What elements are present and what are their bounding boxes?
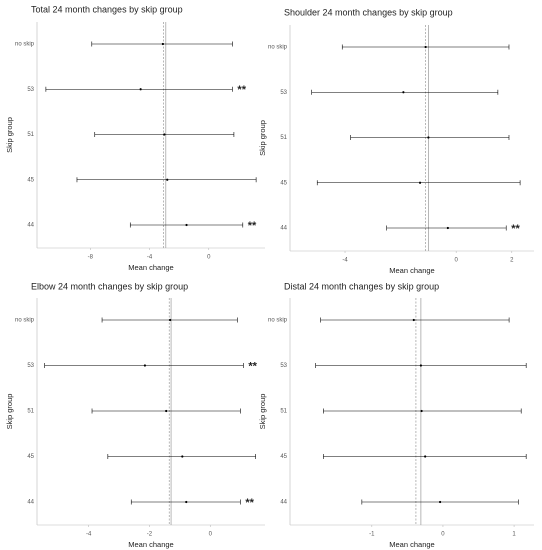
mean-point [143, 364, 147, 367]
y-tick-label: 45 [280, 454, 287, 460]
mean-point [181, 455, 184, 458]
x-tick-label: -2 [147, 532, 153, 538]
x-tick-label: 0 [441, 532, 445, 538]
y-tick-label: 51 [280, 135, 287, 141]
mean-point [424, 45, 427, 49]
y-tick-label: 51 [280, 409, 287, 415]
x-tick-label: -4 [86, 532, 92, 538]
panel-title: Shoulder 24 month changes by skip group [284, 7, 453, 17]
y-tick-label: 44 [280, 226, 287, 232]
mean-point [402, 91, 405, 94]
mean-point [161, 42, 164, 46]
mean-point [438, 500, 442, 504]
y-tick-label: no skip [268, 318, 288, 324]
x-tick-label: 2 [510, 258, 514, 264]
panel-title: Elbow 24 month changes by skip group [31, 281, 188, 291]
y-tick-label: 45 [27, 177, 34, 183]
x-tick-label: 0 [455, 258, 459, 264]
x-tick-label: -8 [88, 255, 94, 261]
mean-point [165, 409, 168, 413]
mean-point [139, 88, 142, 91]
mean-point [446, 226, 449, 230]
significance-marker: ** [237, 84, 246, 96]
mean-point [412, 318, 415, 322]
y-tick-label: 53 [27, 87, 34, 93]
mean-point [163, 133, 166, 136]
y-tick-label: 53 [280, 90, 287, 96]
y-axis-label: Skip group [5, 394, 14, 430]
x-tick-label: -1 [369, 532, 375, 538]
y-tick-label: no skip [268, 45, 288, 51]
x-tick-label: 0 [209, 532, 213, 538]
y-tick-label: 53 [27, 363, 34, 369]
x-axis-label: Mean change [389, 540, 434, 549]
significance-marker: ** [511, 223, 520, 235]
y-axis-label: Skip group [258, 120, 267, 156]
mean-point [185, 500, 188, 504]
y-tick-label: no skip [15, 42, 35, 48]
mean-point [166, 178, 169, 181]
mean-point [185, 223, 188, 227]
x-tick-label: -4 [147, 255, 153, 261]
x-axis-label: Mean change [389, 266, 434, 275]
y-tick-label: 44 [27, 500, 34, 506]
x-axis-label: Mean change [128, 263, 173, 272]
y-tick-label: 44 [280, 500, 287, 506]
panel-title: Total 24 month changes by skip group [31, 4, 183, 14]
mean-point [419, 364, 422, 367]
mean-point [427, 136, 430, 139]
x-tick-label: 1 [512, 532, 516, 538]
panel-title: Distal 24 month changes by skip group [284, 281, 439, 291]
y-tick-label: 45 [280, 180, 287, 186]
y-tick-label: no skip [15, 318, 35, 324]
mean-point [420, 409, 423, 413]
significance-marker: ** [248, 360, 257, 372]
x-tick-label: -4 [342, 258, 348, 264]
y-tick-label: 53 [280, 363, 287, 369]
mean-point [418, 181, 422, 184]
y-tick-label: 44 [27, 223, 34, 229]
x-axis-label: Mean change [128, 540, 173, 549]
y-axis-label: Skip group [258, 394, 267, 430]
mean-point [169, 318, 172, 322]
mean-point [424, 455, 427, 458]
y-tick-label: 51 [27, 409, 34, 415]
y-tick-label: 51 [27, 132, 34, 138]
significance-marker: ** [245, 497, 254, 509]
y-axis-label: Skip group [5, 117, 14, 153]
x-tick-label: 0 [207, 255, 211, 261]
y-tick-label: 45 [27, 454, 34, 460]
significance-marker: ** [248, 220, 257, 232]
